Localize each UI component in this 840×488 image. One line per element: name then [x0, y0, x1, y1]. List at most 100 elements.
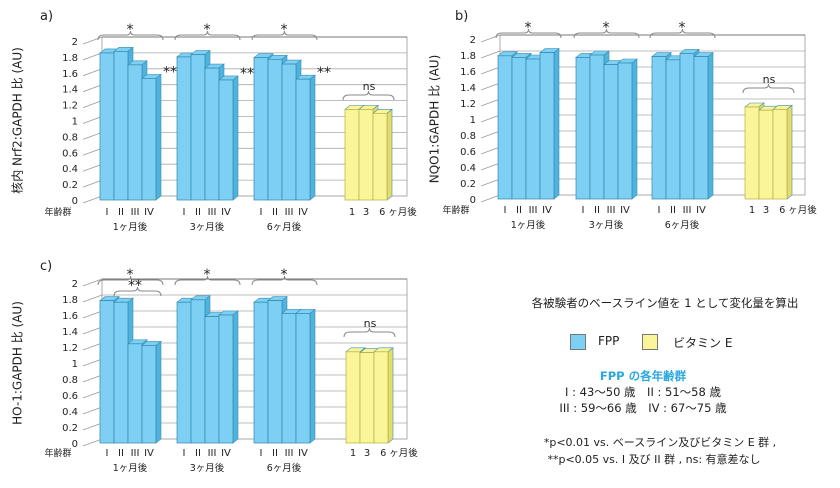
x-tick-label: III: [607, 205, 616, 216]
bar: [176, 301, 192, 444]
tick-slant: [82, 179, 103, 188]
tick-slant: [480, 98, 501, 107]
x-tick-label: III: [683, 205, 692, 216]
y-axis-label: 核内 Nrf2:GAPDH 比 (AU): [11, 47, 25, 194]
y-tick-label: 0.6: [460, 147, 476, 158]
bar-side: [386, 108, 393, 201]
significance-bracket: [495, 28, 562, 39]
x-tick-label: 3: [364, 448, 370, 459]
bar: [651, 56, 667, 200]
bar: [113, 301, 129, 444]
ns-label: ns: [364, 317, 377, 330]
age-group-axis-label: 年齢群: [44, 447, 71, 459]
significance-star-sub: **: [128, 278, 142, 294]
significance-bracket-sub: [113, 286, 162, 297]
x-tick-label: II: [594, 205, 600, 216]
bar: [295, 313, 311, 444]
x-tick-label: I: [260, 207, 263, 218]
y-tick-label: 0: [72, 196, 78, 207]
bar-side: [155, 73, 162, 201]
tick-slant: [82, 68, 103, 77]
significance-star: *: [204, 22, 211, 38]
x-tick-label: 1: [349, 207, 355, 218]
bar-side: [631, 58, 638, 200]
x-tick-label: 1: [350, 448, 356, 459]
bar-side: [232, 75, 239, 201]
x-tick-label: II: [670, 205, 676, 216]
x-tick-label: III: [131, 207, 140, 218]
y-tick-label: 1.4: [460, 83, 476, 94]
significance-star: *: [603, 20, 610, 36]
significance-bracket: [649, 28, 716, 39]
x-tick-label: I: [183, 448, 186, 459]
x-tick-label: I: [106, 207, 109, 218]
group-label: 1ヶ月後: [113, 462, 148, 474]
tick-slant: [82, 116, 103, 124]
y-tick-label: 1.4: [62, 85, 78, 96]
bar-side: [232, 310, 239, 444]
y-tick-label: 0.2: [62, 423, 78, 434]
x-tick-label: IV: [144, 448, 154, 459]
tick-slant: [82, 342, 103, 351]
bar: [575, 57, 591, 200]
bar: [190, 54, 206, 201]
bar-side: [309, 308, 316, 444]
significance-bracket: [174, 30, 241, 41]
x-tick-label: I: [260, 448, 263, 459]
y-tick-label: 1.8: [62, 53, 78, 64]
group-label: 3ヶ月後: [589, 219, 624, 231]
bar: [295, 78, 311, 201]
y-tick-label: 1: [470, 115, 476, 126]
bar: [176, 56, 192, 201]
significance-star-iv: **: [240, 66, 254, 82]
x-tick-label: II: [118, 207, 124, 218]
x-tick-label: 6 ヶ月後: [380, 447, 418, 459]
bar: [281, 63, 297, 201]
x-tick-label: I: [582, 205, 585, 216]
tick-slant: [82, 294, 103, 303]
x-tick-label: 3: [763, 205, 769, 216]
bar: [758, 109, 774, 200]
x-tick-label: IV: [144, 207, 154, 218]
y-tick-label: 0.6: [62, 148, 78, 159]
significance-star: *: [127, 267, 134, 283]
significance-bracket: [97, 275, 164, 286]
bar-side: [553, 47, 560, 200]
x-tick-label: 1: [749, 205, 755, 216]
y-tick-label: 0.2: [460, 179, 476, 190]
y-tick-label: 0: [470, 195, 476, 206]
significance-bracket: [342, 90, 395, 101]
y-tick-label: 1.6: [62, 311, 78, 322]
y-tick-label: 1.4: [62, 327, 78, 338]
age-group-title: FPP の各年齢群: [599, 369, 687, 383]
x-tick-label: I: [183, 207, 186, 218]
x-tick-label: IV: [221, 207, 231, 218]
x-tick-label: IV: [298, 448, 308, 459]
group-label: 6ヶ月後: [665, 219, 700, 231]
significance-star-iv: **: [317, 65, 331, 81]
age-group-axis-label: 年齢群: [442, 204, 469, 216]
y-tick-label: 1.8: [62, 295, 78, 306]
y-axis-label: NQO1:GAPDH 比 (AU): [428, 55, 442, 184]
y-tick-label: 0.6: [62, 391, 78, 402]
bar-side: [155, 340, 162, 444]
legend-swatch-vite: [642, 334, 658, 350]
bar: [679, 53, 695, 200]
group-label: 3ヶ月後: [190, 462, 225, 474]
bar: [497, 55, 513, 200]
tick-slant: [82, 278, 103, 287]
significance-star: *: [127, 22, 134, 38]
bar: [603, 64, 619, 200]
y-tick-label: 1.2: [460, 99, 476, 110]
y-tick-label: 2: [470, 35, 476, 46]
legend-note: 各被験者のベースライン値を 1 として変化量を算出: [531, 296, 799, 310]
tick-slant: [480, 146, 501, 155]
tick-slant: [480, 82, 501, 91]
tick-slant: [82, 163, 103, 172]
x-tick-label: 6 ヶ月後: [379, 206, 417, 218]
bar: [141, 78, 157, 201]
significance-bracket: [573, 28, 640, 39]
tick-slant: [480, 178, 501, 187]
x-tick-label: II: [195, 207, 201, 218]
